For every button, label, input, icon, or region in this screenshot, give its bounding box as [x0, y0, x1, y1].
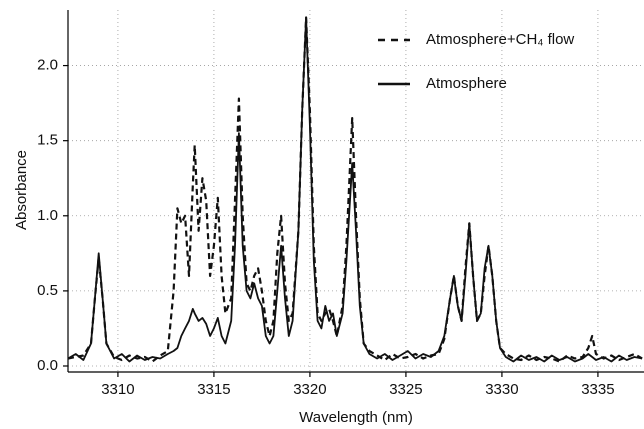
x-tick-label: 3310 — [101, 381, 134, 398]
y-tick-label: 1.5 — [37, 132, 58, 149]
data-line — [67, 16, 643, 363]
x-axis-label: Wavelength (nm) — [299, 409, 413, 426]
y-tick-label: 0.5 — [37, 282, 58, 299]
legend-label: Atmosphere — [426, 75, 507, 92]
x-tick-label: 3315 — [197, 381, 230, 398]
x-tick-label: 3335 — [581, 381, 614, 398]
data-line — [67, 16, 643, 363]
x-tick-label: 3325 — [389, 381, 422, 398]
y-axis-label: Absorbance — [13, 150, 30, 230]
x-tick-label: 3320 — [293, 381, 326, 398]
legend-label: Atmosphere+CH₄ flow — [426, 31, 574, 48]
y-tick-label: 2.0 — [37, 57, 58, 74]
y-tick-label: 0.0 — [37, 357, 58, 374]
y-tick-label: 1.0 — [37, 207, 58, 224]
x-tick-label: 3330 — [485, 381, 518, 398]
